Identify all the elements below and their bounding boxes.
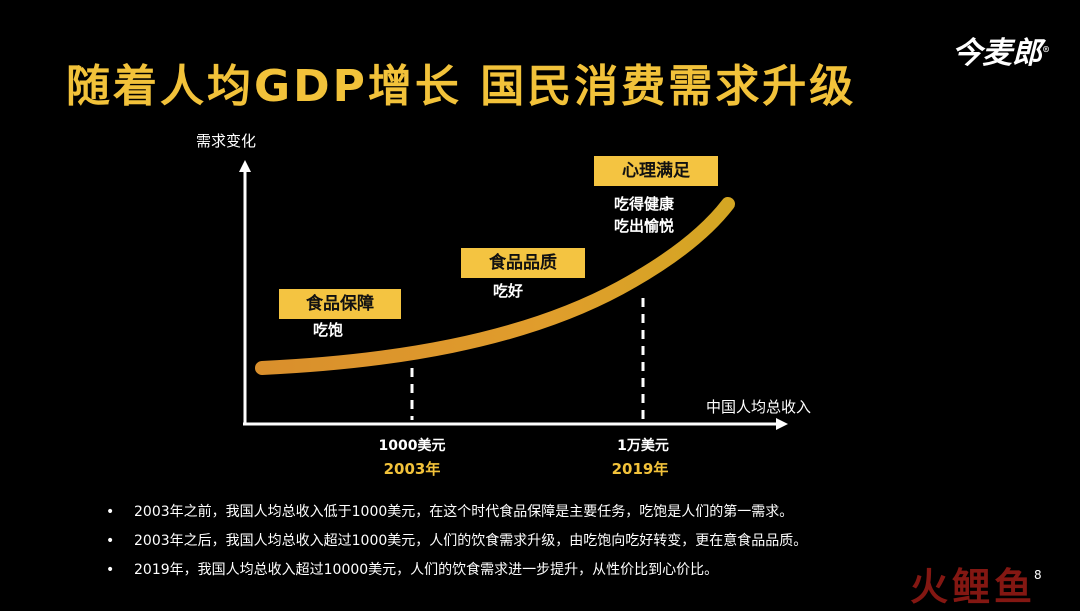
stage-desc-line: 吃得健康 (614, 195, 675, 213)
stage-desc-line: 吃好 (493, 282, 524, 300)
watermark-logo: 火鲤鱼 (910, 565, 1037, 609)
brand-logo-text: 今麦郎 (952, 36, 1042, 71)
page-number: 8 (1034, 568, 1042, 582)
milestone-year-2003: 2003年 (383, 460, 441, 478)
stage-desc-line: 吃出愉悦 (614, 217, 675, 235)
notes-list: 2003年之前，我国人均总收入低于1000美元，在这个时代食品保障是主要任务，吃… (104, 498, 807, 585)
stage-desc-psychological-satisfaction: 吃得健康 吃出愉悦 (614, 193, 674, 237)
x-axis-arrow (776, 418, 788, 430)
registered-mark: ® (1042, 44, 1050, 54)
note-item: 2003年之后，我国人均总收入超过1000美元，人们的饮食需求升级，由吃饱向吃好… (104, 527, 807, 556)
y-axis-arrow (239, 160, 251, 172)
stage-box-food-quality: 食品品质 (461, 248, 585, 278)
note-item: 2003年之前，我国人均总收入低于1000美元，在这个时代食品保障是主要任务，吃… (104, 498, 807, 527)
stage-desc-line: 吃饱 (313, 321, 344, 339)
slide-title: 随着人均GDP增长 国民消费需求升级 (66, 61, 857, 112)
milestone-income-1000: 1000美元 (378, 438, 446, 454)
x-axis-label: 中国人均总收入 (706, 398, 812, 416)
note-item: 2019年，我国人均总收入超过10000美元，人们的饮食需求进一步提升，从性价比… (104, 556, 807, 585)
brand-logo: 今麦郎® (952, 28, 1050, 72)
stage-desc-food-quality: 吃好 (493, 280, 523, 302)
stage-desc-food-security: 吃饱 (313, 319, 343, 341)
demand-growth-curve (255, 197, 735, 375)
stage-box-food-security: 食品保障 (279, 289, 401, 319)
milestone-year-2019: 2019年 (611, 460, 669, 478)
stage-box-psychological-satisfaction: 心理满足 (594, 156, 718, 186)
milestone-income-10000: 1万美元 (617, 438, 669, 454)
y-axis-label: 需求变化 (196, 132, 257, 150)
